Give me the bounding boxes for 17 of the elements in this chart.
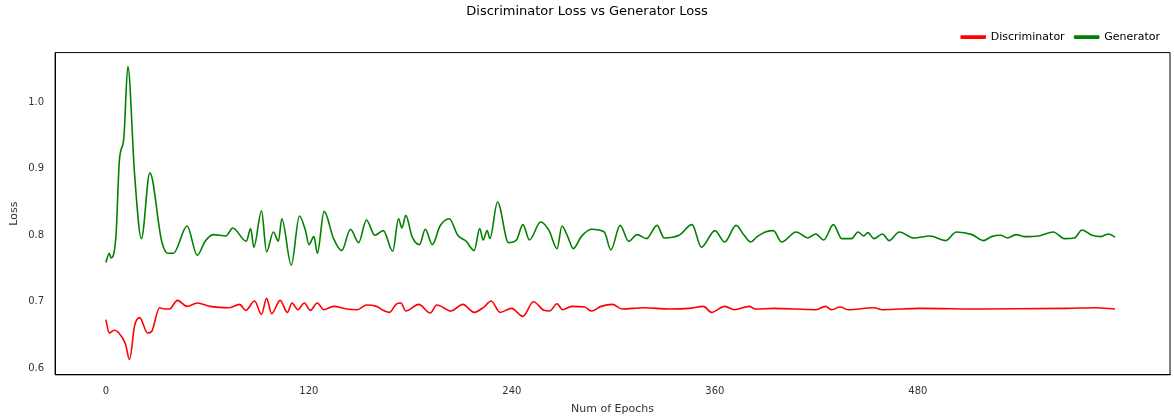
- y-tick-label: 1.0: [28, 96, 45, 108]
- x-tick-label: 480: [908, 385, 928, 397]
- line-series: [105, 297, 1116, 361]
- x-tick-label: 120: [299, 385, 319, 397]
- x-axis-title: Num of Epochs: [571, 402, 655, 416]
- line-series: [105, 65, 1116, 266]
- legend-label: Generator: [1104, 29, 1161, 43]
- x-tick-label: 0: [102, 385, 110, 397]
- y-tick-label: 0.8: [28, 228, 45, 240]
- x-tick-label: 360: [705, 385, 725, 397]
- x-tick-label: 240: [502, 385, 522, 397]
- y-tick-label: 0.7: [28, 295, 45, 307]
- y-tick-label: 0.9: [28, 162, 45, 174]
- chart-title: Discriminator Loss vs Generator Loss: [466, 3, 708, 19]
- y-tick-label: 0.6: [28, 361, 45, 373]
- legend-label: Discriminator: [990, 29, 1066, 43]
- y-axis-title: Loss: [7, 201, 21, 226]
